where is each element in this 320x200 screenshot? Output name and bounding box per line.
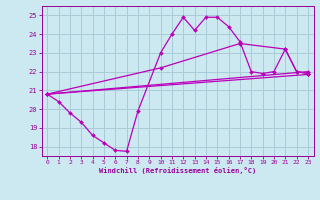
X-axis label: Windchill (Refroidissement éolien,°C): Windchill (Refroidissement éolien,°C) — [99, 167, 256, 174]
